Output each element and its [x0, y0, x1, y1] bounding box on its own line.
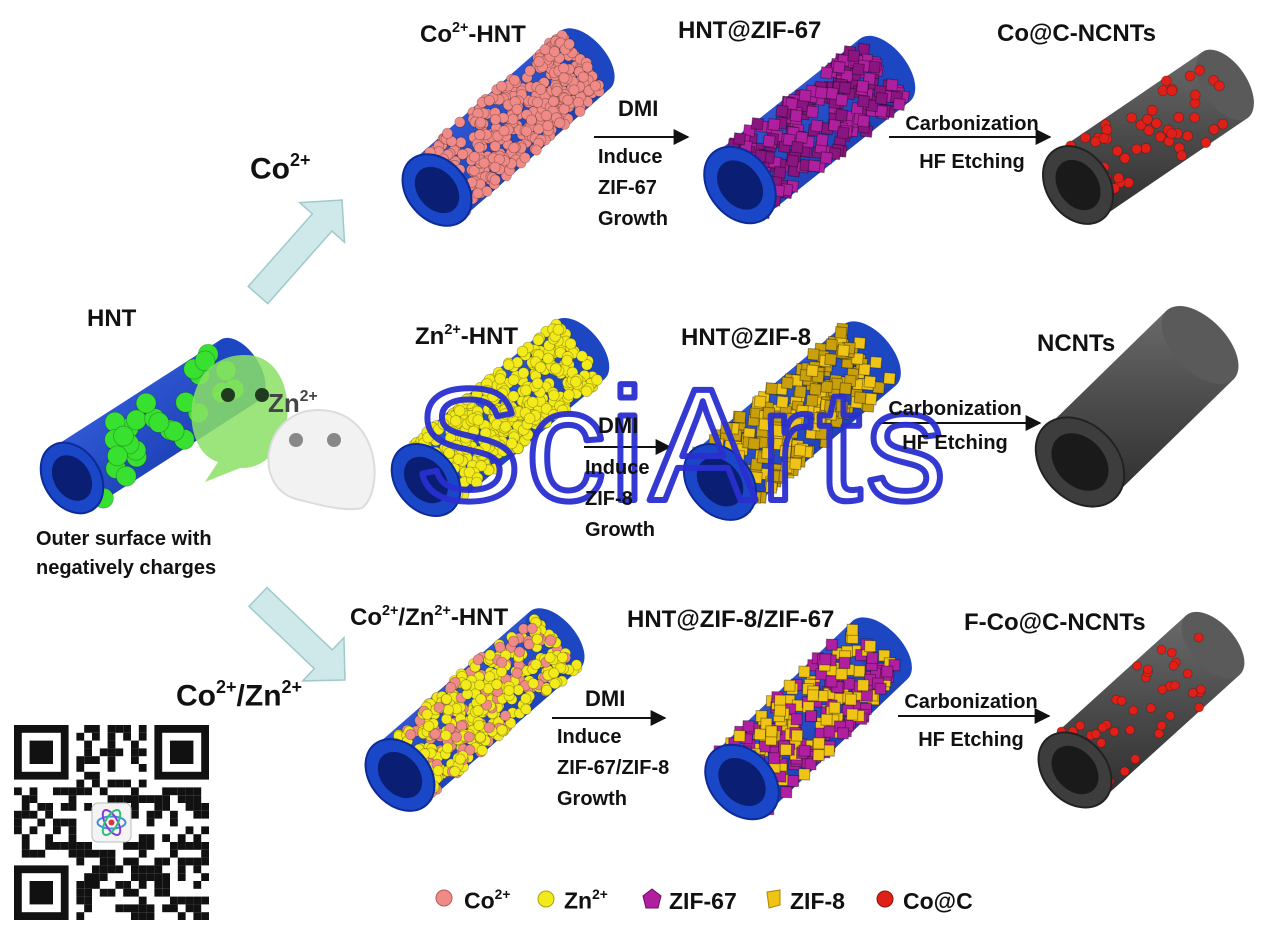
legend-co-sup: 2+ — [494, 887, 511, 903]
legend-co-ion: Co2+ — [464, 886, 510, 916]
branch-label-co-zn-ion2: Zn — [244, 679, 282, 713]
hnt-caption: Outer surface with negatively charges — [36, 525, 216, 583]
middle-stage3-title: NCNTs — [1037, 330, 1116, 357]
bottom-step1-line3: Growth — [557, 788, 627, 810]
bottom-stage1-a-sup: 2+ — [382, 603, 399, 619]
hnt-zif8-zif67-tube — [704, 617, 912, 821]
top-stage1-title: Co2+-HNT — [420, 20, 526, 49]
top-stage1-suffix: -HNT — [468, 21, 526, 49]
legend-co-c-label: Co@C — [903, 887, 973, 914]
middle-stage1-title: Zn2+-HNT — [415, 322, 518, 351]
top-step1-title: DMI — [618, 96, 659, 121]
top-step2-line2: HF Etching — [919, 151, 1025, 173]
bottom-stage1-b-base: Zn — [405, 604, 435, 632]
legend-zn-ion: Zn2+ — [564, 886, 608, 916]
co-zn-hnt-tube — [364, 608, 585, 812]
hnt-title: HNT — [87, 305, 137, 332]
branch-label-co: Co2+ — [250, 150, 311, 187]
branch-arrow-down — [247, 586, 346, 682]
top-stage1-sup: 2+ — [452, 20, 469, 36]
bottom-step1-title: DMI — [585, 686, 626, 711]
middle-step2-line2: HF Etching — [902, 432, 1008, 454]
bottom-stage1-suffix: -HNT — [450, 604, 509, 632]
top-stage1-base: Co — [420, 21, 452, 49]
f-co-c-ncnts-tube — [1037, 611, 1245, 809]
bottom-stage1-sep: / — [398, 604, 406, 632]
legend-zif67-label: ZIF-67 — [669, 887, 737, 914]
qr-code-icon — [12, 723, 211, 922]
middle-stage1-suffix: -HNT — [460, 323, 519, 351]
legend-co-base: Co — [464, 887, 495, 914]
branch-label-co-zn-ion1: Co — [176, 679, 216, 713]
branch-label-zn-base: Zn — [268, 388, 300, 418]
hnt-caption-line1: Outer surface with — [36, 528, 212, 550]
branch-label-co-zn: Co2+/Zn2+ — [176, 677, 302, 714]
middle-step2-desc: Carbonization HF Etching — [880, 392, 1030, 460]
hnt-caption-line2: negatively charges — [36, 557, 217, 579]
ncnts-tube — [1034, 306, 1239, 508]
middle-step1-title: DMI — [598, 413, 639, 438]
middle-stage1-base: Zn — [415, 323, 445, 351]
legend-zif8: ZIF-8 — [790, 886, 845, 916]
legend-zn-sup: 2+ — [592, 887, 608, 903]
middle-step1-desc: Induce ZIF-8 Growth — [585, 453, 655, 546]
top-stage2-title: HNT@ZIF-67 — [678, 17, 822, 44]
branch-label-co-base: Co — [250, 152, 290, 186]
bottom-stage1-b-sup: 2+ — [434, 603, 451, 619]
top-step1-desc: Induce ZIF-67 Growth — [598, 142, 668, 235]
bottom-stage3-title: F-Co@C-NCNTs — [964, 609, 1146, 636]
middle-step2-line1: Carbonization — [888, 398, 1022, 420]
top-step1-line2: ZIF-67 — [598, 177, 657, 199]
middle-stage1-sup: 2+ — [444, 322, 461, 338]
watermark: SciArts — [415, 355, 950, 534]
bottom-stage1-title: Co2+/Zn2+-HNT — [350, 603, 508, 632]
top-stage3-title: Co@C-NCNTs — [997, 20, 1156, 47]
co-hnt-tube — [401, 28, 615, 227]
top-step1-line1: Induce — [598, 146, 663, 168]
bottom-step1-line2: ZIF-67/ZIF-8 — [557, 757, 670, 779]
branch-label-co-zn-ion1-sup: 2+ — [216, 677, 237, 697]
bottom-step1-desc: Induce ZIF-67/ZIF-8 Growth — [557, 722, 669, 815]
legend-co-c: Co@C — [903, 886, 973, 916]
bottom-step1-line1: Induce — [557, 726, 622, 748]
bottom-step2-desc: Carbonization HF Etching — [896, 683, 1046, 759]
branch-label-co-zn-ion2-sup: 2+ — [281, 677, 303, 697]
hnt-zif67-tube — [703, 35, 916, 225]
middle-step1-line3: Growth — [585, 519, 655, 541]
branch-arrow-up — [247, 199, 346, 305]
branch-label-zn: Zn2+ — [268, 388, 318, 419]
bottom-step2-line1: Carbonization — [904, 691, 1038, 713]
bottom-stage1-a-base: Co — [350, 604, 382, 632]
zn-hnt-tube — [390, 317, 610, 517]
legend-zif67: ZIF-67 — [669, 886, 737, 916]
middle-step1-line2: ZIF-8 — [585, 488, 633, 510]
legend-symbols — [435, 888, 894, 909]
branch-label-zn-sup: 2+ — [299, 388, 318, 406]
branch-label-co-zn-sep: / — [236, 679, 245, 713]
legend-zn-base: Zn — [564, 887, 593, 914]
bottom-stage2-title: HNT@ZIF-8/ZIF-67 — [627, 606, 835, 633]
chat-bubbles-icon — [191, 355, 376, 511]
branch-label-co-sup: 2+ — [290, 150, 311, 170]
middle-step1-line1: Induce — [585, 457, 650, 479]
hnt-zif8-tube — [682, 321, 901, 521]
bottom-step2-line2: HF Etching — [918, 729, 1024, 751]
middle-stage2-title: HNT@ZIF-8 — [681, 324, 812, 351]
legend-zif8-label: ZIF-8 — [790, 887, 845, 914]
top-step2-line1: Carbonization — [905, 113, 1039, 135]
top-step1-line3: Growth — [598, 208, 668, 230]
top-step2-desc: Carbonization HF Etching — [897, 105, 1047, 181]
co-c-ncnts-tube — [1042, 49, 1254, 225]
